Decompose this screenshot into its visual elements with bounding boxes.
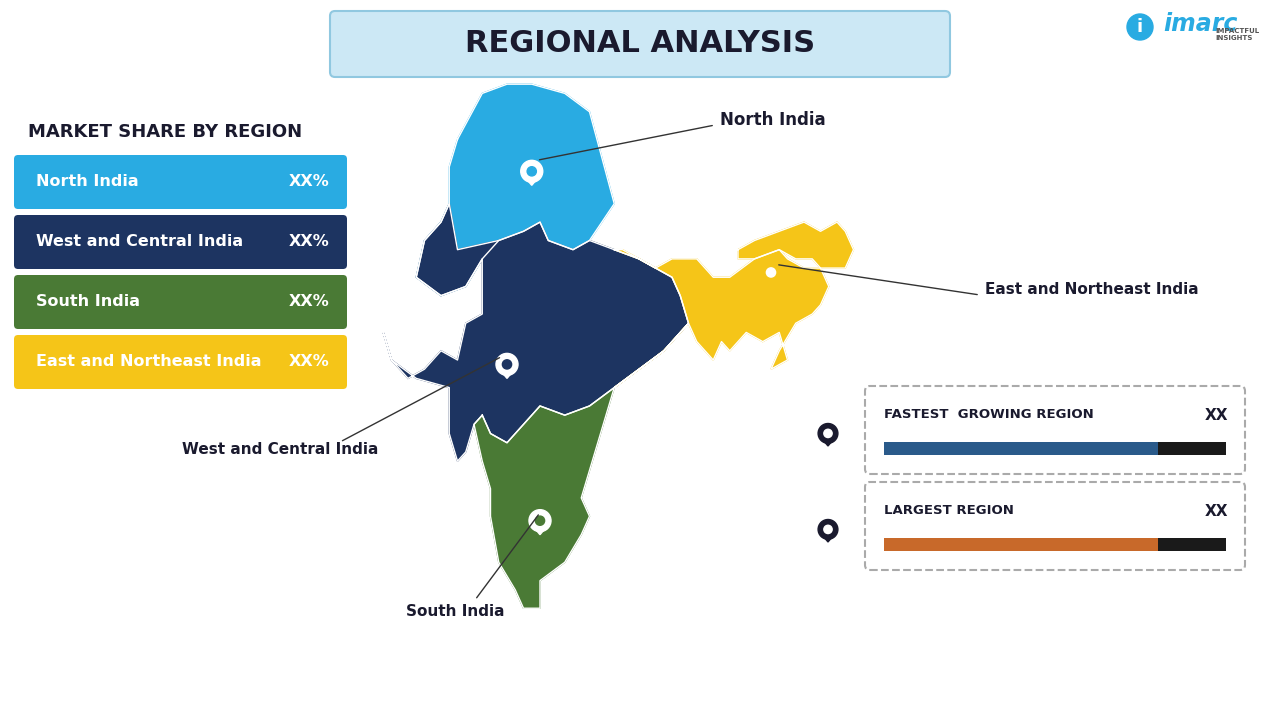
Text: XX: XX <box>1204 503 1228 518</box>
Circle shape <box>818 423 838 444</box>
Text: East and Northeast India: East and Northeast India <box>986 282 1198 297</box>
Circle shape <box>521 161 543 182</box>
Circle shape <box>535 516 544 526</box>
Bar <box>1157 442 1226 455</box>
Text: i: i <box>1137 18 1143 36</box>
FancyBboxPatch shape <box>14 215 347 269</box>
Text: South India: South India <box>36 294 140 310</box>
Circle shape <box>497 354 518 375</box>
Circle shape <box>502 360 512 369</box>
Text: REGIONAL ANALYSIS: REGIONAL ANALYSIS <box>465 30 815 58</box>
Polygon shape <box>383 204 689 461</box>
Text: IMPACTFUL: IMPACTFUL <box>1215 28 1260 34</box>
Text: INSIGHTS: INSIGHTS <box>1215 35 1252 41</box>
Polygon shape <box>822 534 835 542</box>
FancyBboxPatch shape <box>865 386 1245 474</box>
Polygon shape <box>822 438 835 446</box>
Circle shape <box>818 520 838 539</box>
Bar <box>1157 538 1226 551</box>
FancyBboxPatch shape <box>14 155 347 209</box>
Text: imarc: imarc <box>1164 12 1238 36</box>
Text: North India: North India <box>36 174 138 189</box>
Bar <box>884 442 1226 455</box>
Text: FASTEST  GROWING REGION: FASTEST GROWING REGION <box>884 408 1093 421</box>
Text: XX%: XX% <box>288 354 329 369</box>
Circle shape <box>527 167 536 176</box>
Bar <box>884 538 1157 551</box>
Text: West and Central India: West and Central India <box>182 443 378 457</box>
Circle shape <box>824 429 832 438</box>
Text: South India: South India <box>406 605 504 619</box>
Text: West and Central India: West and Central India <box>36 235 243 250</box>
Circle shape <box>760 261 782 284</box>
Circle shape <box>529 510 550 531</box>
Bar <box>884 442 1157 455</box>
Text: LARGEST REGION: LARGEST REGION <box>884 505 1014 518</box>
Text: XX%: XX% <box>288 174 329 189</box>
Polygon shape <box>500 370 515 379</box>
Polygon shape <box>474 387 614 608</box>
Polygon shape <box>525 177 539 185</box>
FancyBboxPatch shape <box>14 275 347 329</box>
FancyBboxPatch shape <box>330 11 950 77</box>
Text: XX%: XX% <box>288 235 329 250</box>
Polygon shape <box>739 222 854 268</box>
Text: XX%: XX% <box>288 294 329 310</box>
Text: MARKET SHARE BY REGION: MARKET SHARE BY REGION <box>28 123 302 141</box>
Circle shape <box>1126 14 1153 40</box>
Circle shape <box>767 268 776 277</box>
Circle shape <box>824 526 832 534</box>
Polygon shape <box>416 84 614 296</box>
Bar <box>884 538 1226 551</box>
FancyBboxPatch shape <box>14 335 347 389</box>
Text: XX: XX <box>1204 408 1228 423</box>
Polygon shape <box>614 250 828 387</box>
Polygon shape <box>764 278 778 287</box>
Polygon shape <box>532 526 547 535</box>
Text: North India: North India <box>719 111 826 129</box>
FancyBboxPatch shape <box>865 482 1245 570</box>
Text: East and Northeast India: East and Northeast India <box>36 354 261 369</box>
